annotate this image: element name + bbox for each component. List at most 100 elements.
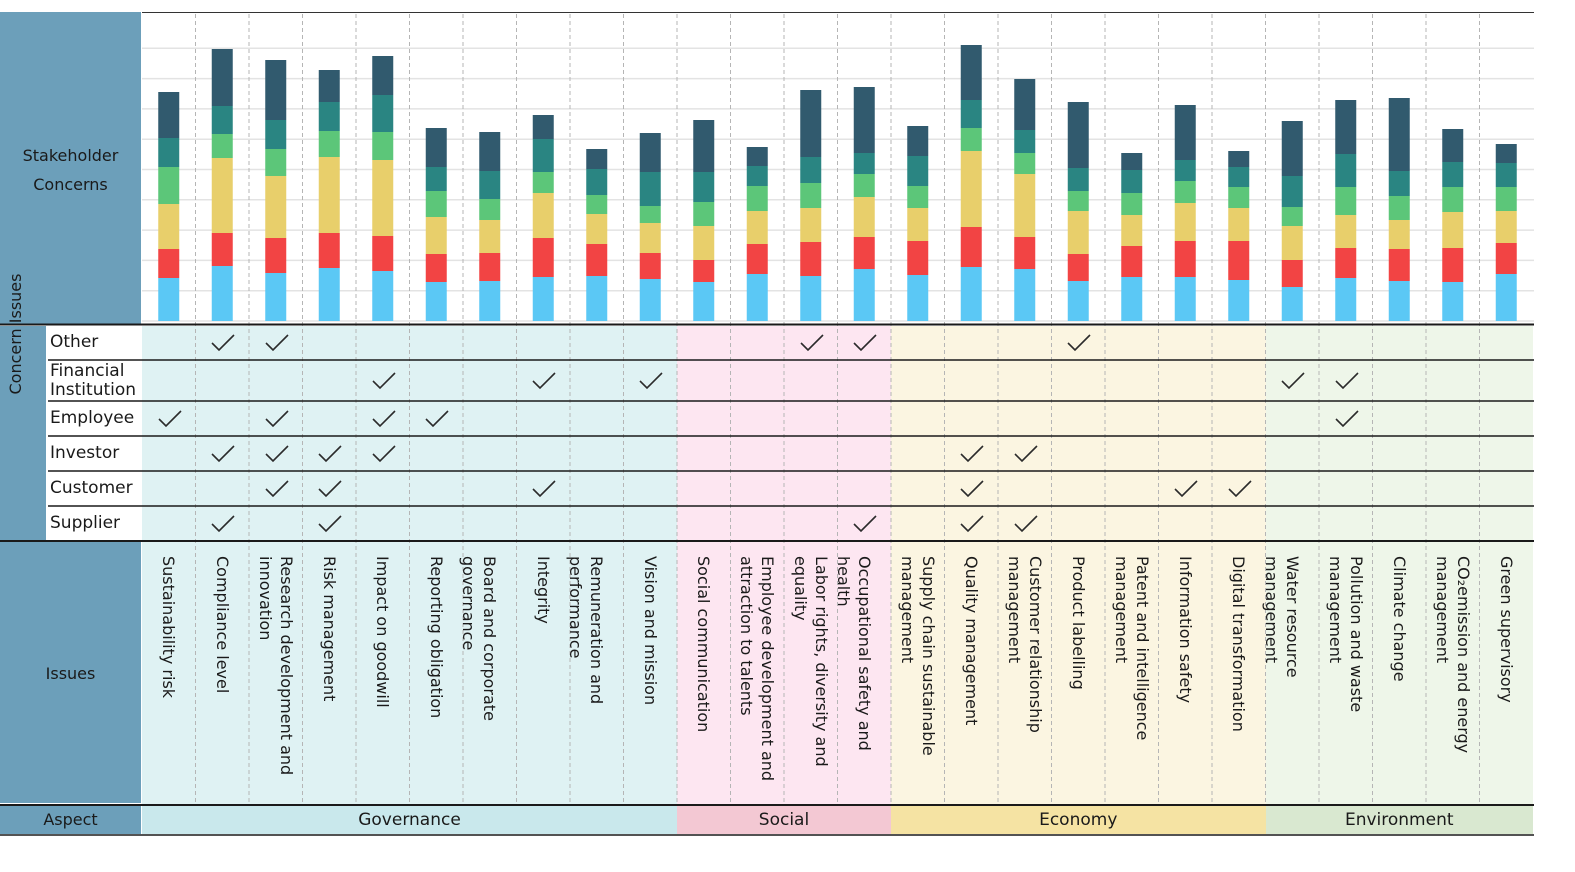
bar-segment	[960, 227, 982, 267]
issues-label: Issues	[45, 664, 96, 683]
bar-segment	[1121, 246, 1143, 277]
bar-segment	[265, 120, 287, 149]
bar-segment	[693, 226, 715, 260]
check-icon	[372, 371, 396, 389]
issue-label-line: equality	[790, 556, 810, 621]
bar-segment	[265, 238, 287, 273]
issue-label-line: Climate change	[1389, 556, 1409, 682]
check-icon	[265, 333, 289, 351]
issue-label-line: management	[1004, 556, 1024, 664]
bar-segment	[800, 157, 822, 183]
bar-segment	[1388, 281, 1410, 321]
issue-label: Remuneration and performance	[565, 556, 607, 786]
issue-label-line: Patent and intelligence	[1132, 556, 1152, 741]
check-icon	[960, 444, 984, 462]
bar-segment	[158, 92, 180, 138]
bar-segment	[1121, 170, 1143, 193]
check-icon	[265, 479, 289, 497]
bar-segment	[1335, 215, 1357, 248]
check-icon	[800, 333, 824, 351]
bar-segment	[746, 244, 768, 274]
bar-segment	[1442, 212, 1464, 248]
check-icon	[372, 444, 396, 462]
bar-segment	[1442, 282, 1464, 321]
bar-segment	[1174, 105, 1196, 160]
stakeholder-label: Investor	[50, 443, 120, 463]
bar-segment	[211, 158, 233, 233]
issue-label: Compliance level	[212, 556, 233, 786]
bar-segment	[1388, 171, 1410, 196]
issue-label-line: Reporting obligation	[426, 556, 446, 719]
bar-segment	[1014, 153, 1036, 174]
bar-segment	[1121, 193, 1143, 215]
bar-segment	[265, 273, 287, 321]
issue-label-line: attraction to talents	[737, 556, 757, 716]
bar-segment	[800, 90, 822, 157]
check-icon	[318, 479, 342, 497]
bar-segment	[1388, 98, 1410, 171]
issue-label: Vision and mission	[640, 556, 661, 786]
issue-label-line: innovation	[255, 556, 275, 641]
bar-segment	[907, 208, 929, 241]
bar-segment	[1442, 187, 1464, 212]
bar-segment	[158, 249, 180, 278]
issue-label-line: management	[1325, 556, 1345, 664]
issue-label: Supply chain sustainable management	[897, 556, 939, 786]
issues-header: Issues	[0, 542, 141, 803]
bar-segment	[318, 131, 340, 157]
issue-label: Patent and intelligence management	[1111, 556, 1153, 786]
issue-label: Climate change	[1389, 556, 1410, 786]
bar-segment	[1335, 100, 1357, 154]
bar-segment	[746, 166, 768, 186]
bar-segment	[479, 281, 501, 321]
stakeholder-concerns-label-line1: Stakeholder	[22, 146, 119, 165]
bar-segment	[1174, 241, 1196, 277]
bar-segment	[479, 132, 501, 171]
issue-label-line: Sustainability risk	[159, 556, 179, 699]
bar-segment	[1014, 269, 1036, 321]
issue-label-line: Board and corporate governance	[459, 556, 500, 721]
aspect-band-environment	[1265, 326, 1533, 804]
bar-segment	[1281, 226, 1303, 260]
bar-segment	[639, 279, 661, 321]
bar-segment	[1388, 249, 1410, 281]
check-icon	[1335, 371, 1359, 389]
bar-segment	[1281, 287, 1303, 321]
issue-label: Impact on goodwill	[372, 556, 393, 786]
aspect-band-economy	[891, 326, 1266, 804]
check-icon	[1014, 444, 1038, 462]
issue-label-line: management	[1432, 556, 1452, 664]
bar-segment	[1388, 196, 1410, 220]
bar-segment	[479, 220, 501, 253]
bar-segment	[1442, 248, 1464, 282]
bar-segment	[639, 133, 661, 172]
check-icon	[158, 409, 182, 427]
bar-segment	[907, 156, 929, 186]
bar-segment	[1228, 187, 1250, 208]
issue-label: Product labelling	[1068, 556, 1089, 786]
issue-label: Risk management	[319, 556, 340, 786]
bar-segment	[211, 49, 233, 106]
bar-segment	[853, 87, 875, 153]
check-icon	[318, 514, 342, 532]
check-icon	[1067, 333, 1091, 351]
issue-label-line: Vision and mission	[640, 556, 660, 706]
bar-segment	[1495, 187, 1517, 211]
bar-segment	[372, 56, 394, 95]
bar-segment	[800, 242, 822, 276]
check-icon	[1174, 479, 1198, 497]
bar-segment	[746, 274, 768, 321]
bar-segment	[853, 269, 875, 321]
bar-segment	[1014, 79, 1036, 130]
issue-label: Social communication	[693, 556, 714, 786]
bar-segment	[586, 169, 608, 195]
stakeholder-concerns-label-line2: Concerns	[33, 175, 108, 194]
issue-label-line: Occupational safety and health	[833, 556, 874, 751]
bar-segment	[318, 102, 340, 131]
bar-segment	[1281, 176, 1303, 207]
issue-label: Employee development and attraction to ta…	[736, 556, 778, 786]
check-icon	[211, 444, 235, 462]
issue-label: Occupational safety and health	[833, 556, 875, 786]
issue-label-line: Pollution and waste	[1346, 556, 1366, 713]
issue-label-line: Supply chain sustainable	[918, 556, 938, 756]
